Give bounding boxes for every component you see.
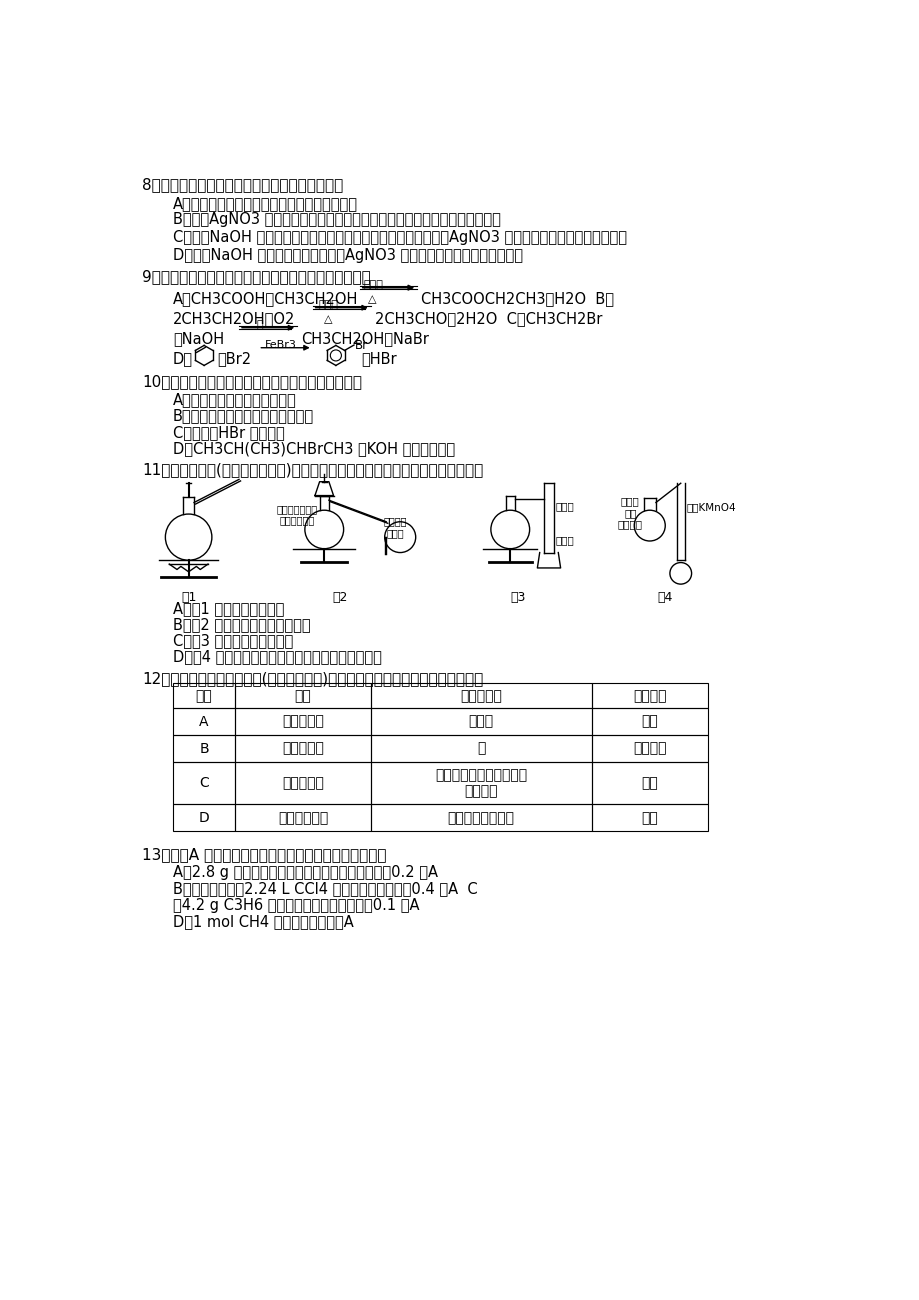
Text: 2CH3CH2OH＋O2: 2CH3CH2OH＋O2 xyxy=(173,311,295,326)
Text: ＋NaOH: ＋NaOH xyxy=(173,330,224,346)
Text: A．CH3COOH＋CH3CH2OH: A．CH3COOH＋CH3CH2OH xyxy=(173,291,358,305)
Text: △: △ xyxy=(323,313,332,324)
Text: 金属钙: 金属钙 xyxy=(468,715,494,728)
Text: 浓确酸: 浓确酸 xyxy=(363,280,383,290)
Text: 出水口: 出水口 xyxy=(554,534,573,545)
Text: 溨苯（溨）: 溨苯（溨） xyxy=(282,741,323,755)
Text: 酸性KMnO4: 酸性KMnO4 xyxy=(686,503,736,512)
Text: 水: 水 xyxy=(255,320,263,330)
Bar xyxy=(173,708,235,734)
Bar xyxy=(235,805,370,831)
Text: 使用的试剂: 使用的试剂 xyxy=(460,689,502,703)
Text: 11．用下列装置(夹持仪器已略去)进行相关实验，装置正确且能达到实验目的的是: 11．用下列装置(夹持仪器已略去)进行相关实验，装置正确且能达到实验目的的是 xyxy=(142,463,482,477)
Text: 饱和碳酸
钠溶液: 饱和碳酸 钠溶液 xyxy=(383,516,407,538)
Text: D．CH3CH(CH3)CHBrCH3 与KOH 的水溶液反应: D．CH3CH(CH3)CHBrCH3 与KOH 的水溶液反应 xyxy=(173,441,455,456)
Text: 苯: 苯 xyxy=(476,741,485,755)
Text: 洗气: 洗气 xyxy=(641,811,657,824)
Text: 分液: 分液 xyxy=(641,776,657,790)
Text: FeBr3: FeBr3 xyxy=(265,341,296,350)
Text: Br: Br xyxy=(355,338,368,351)
Text: C．图3 装置进行石油的分馏: C．图3 装置进行石油的分馏 xyxy=(173,633,293,649)
Text: 主要操作: 主要操作 xyxy=(632,689,665,703)
Bar xyxy=(591,684,707,709)
Bar xyxy=(173,762,235,805)
Bar xyxy=(591,734,707,762)
Text: 苯（甲苯）: 苯（甲苯） xyxy=(282,776,323,790)
Text: A．甲烷与氯气光照条件下反应: A．甲烷与氯气光照条件下反应 xyxy=(173,393,297,407)
Text: 2CH3CHO＋2H2O  C．CH3CH2Br: 2CH3CHO＋2H2O C．CH3CH2Br xyxy=(374,311,601,326)
Text: CH3COOCH2CH3＋H2O  B．: CH3COOCH2CH3＋H2O B． xyxy=(421,291,614,305)
Text: D．加入NaOH 溶液共热，冷却后加入AgNO3 溶液，观察有无浅黄色沉淠生成: D．加入NaOH 溶液共热，冷却后加入AgNO3 溶液，观察有无浅黄色沉淠生成 xyxy=(173,247,523,263)
Text: C．丙烯和HBr 分子加成: C．丙烯和HBr 分子加成 xyxy=(173,425,285,439)
Text: 乙醇（水）: 乙醇（水） xyxy=(282,715,323,728)
Text: A．2.8 g 乙烯和丙烯的混合气体中所含碳原子数为0.2 ⲦA: A．2.8 g 乙烯和丙烯的混合气体中所含碳原子数为0.2 ⲦA xyxy=(173,866,437,880)
Text: D．: D． xyxy=(173,351,193,365)
Bar xyxy=(235,708,370,734)
Bar xyxy=(591,708,707,734)
Text: 萍取分液: 萍取分液 xyxy=(632,741,665,755)
Text: ＋HBr: ＋HBr xyxy=(361,351,397,365)
Text: 10．下列物质间反应后得到的有机产物只有一种的是: 10．下列物质间反应后得到的有机产物只有一种的是 xyxy=(142,374,362,389)
Text: 13．设ⲦA 为阿伏加德罗常数的値，下列说法中正确的是: 13．设ⲦA 为阿伏加德罗常数的値，下列说法中正确的是 xyxy=(142,846,386,862)
Text: 8．要检验溴乙烷中的溴元素，正确的实验方法是: 8．要检验溴乙烷中的溴元素，正确的实验方法是 xyxy=(142,178,343,192)
Bar xyxy=(591,805,707,831)
Bar xyxy=(370,734,591,762)
Bar xyxy=(370,684,591,709)
Text: C．加入NaOH 溶液共热，然后加入稀确酸使溶液呈酸性，再滴入AgNO3 溶液，观察有无浅黄色沉淠生成: C．加入NaOH 溶液共热，然后加入稀确酸使溶液呈酸性，再滴入AgNO3 溶液，… xyxy=(173,230,627,244)
Text: D．图4 装置检验溴乙烷的消去反应产物中含有乙烯: D．图4 装置检验溴乙烷的消去反应产物中含有乙烯 xyxy=(173,650,381,664)
Bar xyxy=(173,734,235,762)
Text: B．滴入AgNO3 溶液，再加入稀盐酸使溶液呈酸性，观察有无浅黄色沉淠生成: B．滴入AgNO3 溶液，再加入稀盐酸使溶液呈酸性，观察有无浅黄色沉淠生成 xyxy=(173,212,501,227)
Text: CH3CH2OH＋NaBr: CH3CH2OH＋NaBr xyxy=(301,330,428,346)
Text: 酸性高锦酸钒溶液: 酸性高锦酸钒溶液 xyxy=(448,811,514,824)
Text: 9．下列有机反应中，反应类型与其他三个反应不同的是: 9．下列有机反应中，反应类型与其他三个反应不同的是 xyxy=(142,269,370,285)
Text: B．甲苯与液溴在催化剂作用下反应: B．甲苯与液溴在催化剂作用下反应 xyxy=(173,408,314,424)
Text: 乙醇、乙酸、浓
硫酸的混合液: 乙醇、乙酸、浓 硫酸的混合液 xyxy=(277,504,317,525)
Bar xyxy=(235,734,370,762)
Text: B: B xyxy=(199,741,209,755)
Text: A．加入氯水振荡，观察水层是否有红棕色出现: A．加入氯水振荡，观察水层是否有红棕色出现 xyxy=(173,196,357,211)
Text: 图4: 图4 xyxy=(657,592,672,604)
Text: △: △ xyxy=(368,294,376,304)
Bar xyxy=(173,805,235,831)
Text: 选项: 选项 xyxy=(196,689,212,703)
Bar xyxy=(370,708,591,734)
Bar xyxy=(235,762,370,805)
Text: 进水口: 进水口 xyxy=(554,500,573,511)
Text: 催化剂: 催化剂 xyxy=(319,300,338,309)
Text: D．1 mol CH4 含有的电子数为ⲦA: D．1 mol CH4 含有的电子数为ⲦA xyxy=(173,914,354,928)
Text: A: A xyxy=(199,715,209,728)
Text: 乙烷（乙烯）: 乙烷（乙烯） xyxy=(278,811,328,824)
Bar xyxy=(591,762,707,805)
Text: A．图1 装置制取少量乙烯: A．图1 装置制取少量乙烯 xyxy=(173,601,284,616)
Text: 物质: 物质 xyxy=(294,689,311,703)
Text: 图2: 图2 xyxy=(332,592,347,604)
Text: B．标准状况下，2.24 L CCl4 中含有的氯原子数为0.4 ⲦA  C: B．标准状况下，2.24 L CCl4 中含有的氯原子数为0.4 ⲦA C xyxy=(173,881,477,896)
Bar xyxy=(173,684,235,709)
Text: ＋Br2: ＋Br2 xyxy=(217,351,251,365)
Text: D: D xyxy=(199,811,210,824)
Text: C: C xyxy=(199,776,209,790)
Bar xyxy=(370,805,591,831)
Text: 12．除去下列物质中的杂质(括号内的物质)，所使用的试剂和主要操作都正确的是: 12．除去下列物质中的杂质(括号内的物质)，所使用的试剂和主要操作都正确的是 xyxy=(142,671,482,686)
Text: B．图2 装置制备少量的乙酸乙酯: B．图2 装置制备少量的乙酸乙酯 xyxy=(173,618,311,632)
Bar xyxy=(370,762,591,805)
Bar xyxy=(235,684,370,709)
Text: 图3: 图3 xyxy=(510,592,525,604)
Text: 图1: 图1 xyxy=(181,592,196,604)
Text: ．4.2 g C3H6 中含有的碳碳双键数一定为0.1 ⲦA: ．4.2 g C3H6 中含有的碳碳双键数一定为0.1 ⲦA xyxy=(173,897,419,913)
Text: 蒸馏: 蒸馏 xyxy=(641,715,657,728)
Text: 溴乙烷
乙醇
氢氧化钠: 溴乙烷 乙醇 氢氧化钠 xyxy=(618,497,642,529)
Text: 酸性高锦酸钒溶液，氮氧
化钙溶液: 酸性高锦酸钒溶液，氮氧 化钙溶液 xyxy=(435,768,527,798)
